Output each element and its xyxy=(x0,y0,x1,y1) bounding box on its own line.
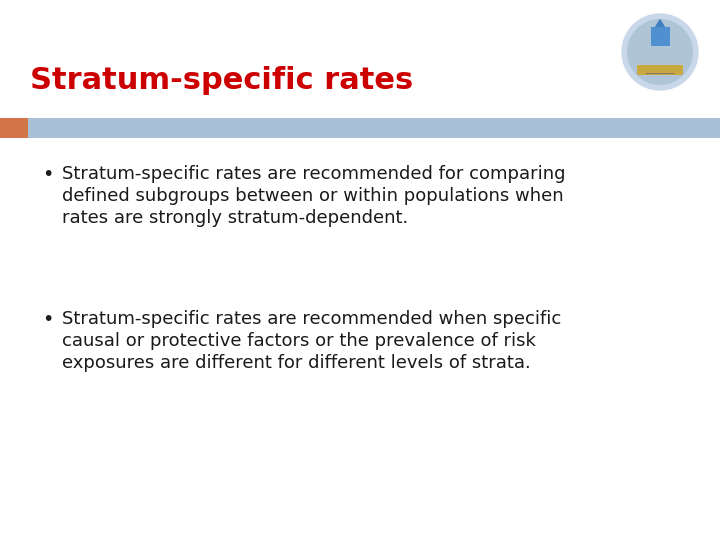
Bar xyxy=(0,118,720,138)
Text: Stratum-specific rates are recommended for comparing: Stratum-specific rates are recommended f… xyxy=(62,165,565,183)
Circle shape xyxy=(628,19,693,84)
Text: •: • xyxy=(42,310,53,329)
Polygon shape xyxy=(655,19,665,28)
Text: causal or protective factors or the prevalence of risk: causal or protective factors or the prev… xyxy=(62,332,536,350)
Text: defined subgroups between or within populations when: defined subgroups between or within popu… xyxy=(62,187,564,205)
Text: rates are strongly stratum-dependent.: rates are strongly stratum-dependent. xyxy=(62,209,408,227)
Text: exposures are different for different levels of strata.: exposures are different for different le… xyxy=(62,354,531,372)
Circle shape xyxy=(622,14,698,90)
Text: Stratum-specific rates are recommended when specific: Stratum-specific rates are recommended w… xyxy=(62,310,562,328)
Text: Stratum-specific rates: Stratum-specific rates xyxy=(30,66,413,95)
Text: ─────────: ───────── xyxy=(645,72,675,77)
Bar xyxy=(637,65,683,75)
Bar xyxy=(650,28,670,46)
Bar xyxy=(0,118,28,138)
Text: •: • xyxy=(42,165,53,184)
